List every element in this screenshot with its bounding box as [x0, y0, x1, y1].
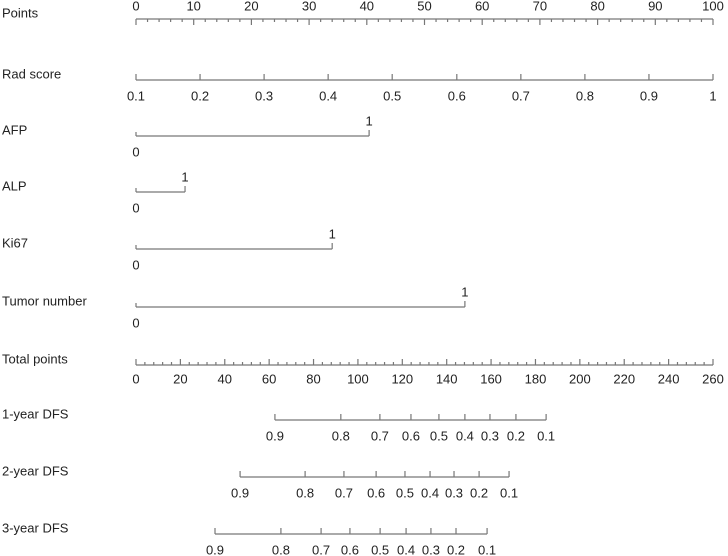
tick-label: 0.4 — [421, 485, 439, 500]
tick-label: 0.1 — [478, 542, 496, 556]
tick-label: 0.8 — [332, 428, 350, 443]
tick-label: 30 — [302, 0, 316, 13]
tick-label: 0 — [132, 257, 139, 272]
tick-label: 0.6 — [341, 542, 359, 556]
tick-label: 0.2 — [191, 88, 209, 103]
tick-label: 100 — [702, 0, 724, 13]
tick-label: 0.7 — [312, 542, 330, 556]
tick-label: 50 — [417, 0, 431, 13]
tick-label: 0.1 — [537, 428, 555, 443]
row-label: 1-year DFS — [2, 406, 69, 421]
tick-label: 0.5 — [430, 428, 448, 443]
tick-label: 0.8 — [272, 542, 290, 556]
tick-label: 180 — [525, 371, 547, 386]
tick-label: 1 — [709, 88, 716, 103]
row-label: Ki67 — [2, 235, 28, 250]
tick-label: 20 — [173, 371, 187, 386]
tick-label: 0.2 — [507, 428, 525, 443]
tick-label: 0 — [132, 315, 139, 330]
tick-label: 90 — [648, 0, 662, 13]
tick-label: 0.7 — [512, 88, 530, 103]
tick-label: 0.4 — [319, 88, 337, 103]
tick-label: 1 — [461, 284, 468, 299]
tick-label: 60 — [475, 0, 489, 13]
tick-label: 0 — [132, 144, 139, 159]
tick-label: 0 — [132, 0, 139, 13]
tick-label: 140 — [436, 371, 458, 386]
tick-label: 10 — [186, 0, 200, 13]
tick-label: 0.7 — [371, 428, 389, 443]
tick-label: 200 — [569, 371, 591, 386]
tick-label: 160 — [480, 371, 502, 386]
tick-label: 1 — [365, 113, 372, 128]
tick-label: 40 — [218, 371, 232, 386]
tick-label: 240 — [658, 371, 680, 386]
tick-label: 260 — [702, 371, 724, 386]
row-label: AFP — [2, 122, 27, 137]
row-label: 3-year DFS — [2, 520, 69, 535]
tick-label: 0.9 — [266, 428, 284, 443]
tick-label: 0 — [132, 200, 139, 215]
tick-label: 220 — [613, 371, 635, 386]
row-label: Tumor number — [2, 293, 87, 308]
tick-label: 0.3 — [422, 542, 440, 556]
tick-label: 20 — [244, 0, 258, 13]
tick-label: 0.6 — [367, 485, 385, 500]
row-label: 2-year DFS — [2, 463, 69, 478]
tick-label: 0.3 — [445, 485, 463, 500]
tick-label: 0.4 — [397, 542, 415, 556]
tick-label: 0.4 — [456, 428, 474, 443]
tick-label: 0.3 — [481, 428, 499, 443]
tick-label: 0.1 — [127, 88, 145, 103]
tick-label: 0.9 — [640, 88, 658, 103]
tick-label: 0.5 — [383, 88, 401, 103]
tick-label: 0.8 — [296, 485, 314, 500]
tick-label: 80 — [590, 0, 604, 13]
tick-label: 0.5 — [396, 485, 414, 500]
tick-label: 100 — [347, 371, 369, 386]
tick-label: 0 — [132, 371, 139, 386]
tick-label: 80 — [306, 371, 320, 386]
row-label: Total points — [2, 351, 68, 366]
tick-label: 0.5 — [371, 542, 389, 556]
row-label: Rad score — [2, 66, 61, 81]
tick-label: 0.3 — [255, 88, 273, 103]
tick-label: 0.6 — [402, 428, 420, 443]
tick-label: 1 — [181, 169, 188, 184]
row-label: Points — [2, 5, 39, 20]
tick-label: 0.1 — [500, 485, 518, 500]
row-label: ALP — [2, 178, 27, 193]
tick-label: 0.7 — [335, 485, 353, 500]
tick-label: 60 — [262, 371, 276, 386]
tick-label: 120 — [391, 371, 413, 386]
tick-label: 1 — [329, 226, 336, 241]
tick-label: 70 — [533, 0, 547, 13]
tick-label: 0.2 — [447, 542, 465, 556]
tick-label: 0.6 — [448, 88, 466, 103]
tick-label: 0.9 — [231, 485, 249, 500]
tick-label: 0.2 — [470, 485, 488, 500]
tick-label: 0.9 — [206, 542, 224, 556]
tick-label: 40 — [360, 0, 374, 13]
tick-label: 0.8 — [576, 88, 594, 103]
